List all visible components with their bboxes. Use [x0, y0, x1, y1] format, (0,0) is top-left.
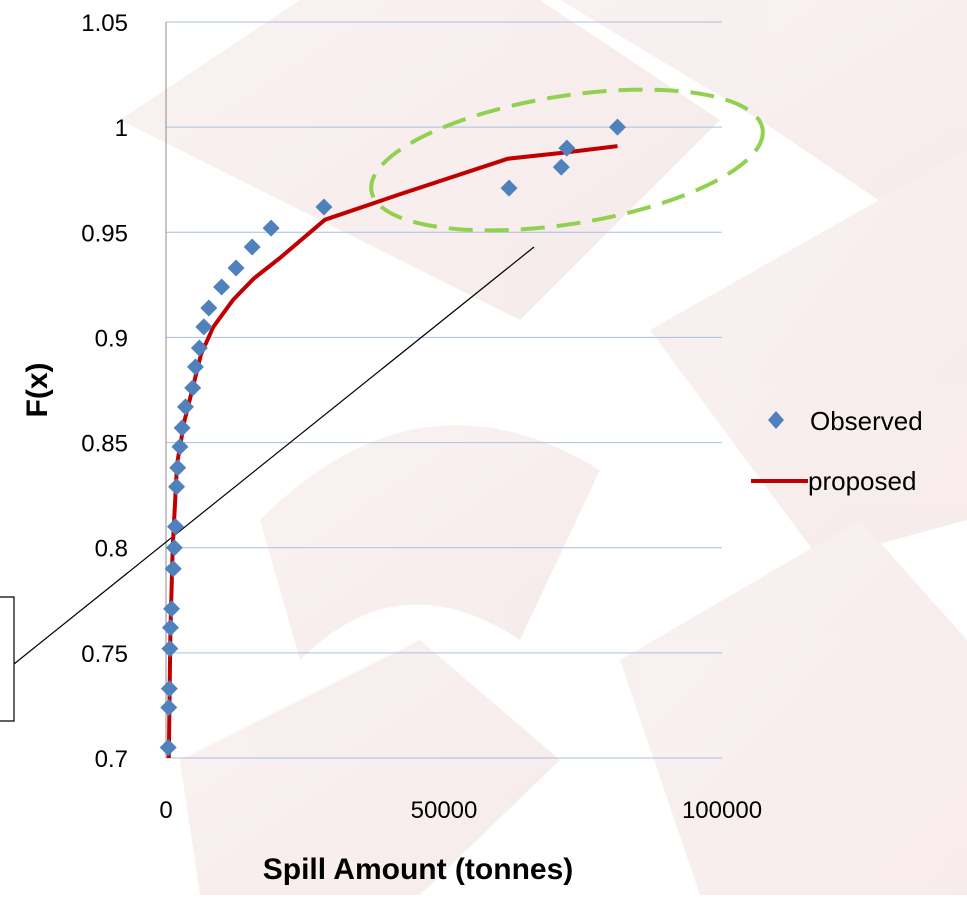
annotation-leader-line [13, 246, 535, 665]
proposed-curve [166, 144, 618, 759]
observed-point-27 [608, 118, 626, 136]
y-tick-label: 0.85 [81, 431, 128, 458]
y-tick-label: 0.95 [81, 220, 128, 247]
observed-point-11 [171, 438, 189, 456]
observed-point-8 [166, 518, 184, 536]
y-tick-label: 0.8 [95, 536, 128, 563]
observed-point-17 [195, 318, 213, 336]
legend-label-proposed: proposed [808, 466, 916, 496]
observed-point-19 [213, 278, 231, 296]
y-tick-label: 0.75 [81, 641, 128, 668]
y-tick-label: 0.9 [95, 325, 128, 352]
annotation-callout-box [0, 596, 15, 722]
observed-point-21 [243, 238, 261, 256]
observed-point-6 [164, 560, 182, 578]
observed-point-1 [160, 699, 178, 717]
legend: Observed proposed [751, 406, 923, 496]
y-tick-labels: 0.7 0.75 0.8 0.85 0.9 0.95 1 1.05 [81, 10, 128, 773]
observed-point-25 [552, 158, 570, 176]
y-tick-label: 0.7 [95, 746, 128, 773]
horizontal-gridlines [166, 21, 722, 759]
legend-item-proposed: proposed [751, 466, 916, 496]
legend-diamond-marker [768, 411, 784, 429]
observed-point-12 [173, 419, 191, 437]
observed-point-10 [169, 459, 187, 477]
x-tick-labels: 0 50000 100000 [159, 797, 762, 824]
legend-label-observed: Observed [810, 406, 923, 436]
observed-point-23 [315, 198, 333, 216]
observed-point-18 [200, 299, 218, 317]
background-watermark [120, 0, 967, 895]
x-tick-label: 0 [159, 797, 172, 824]
observed-point-14 [184, 379, 202, 397]
observed-point-20 [227, 259, 245, 277]
observed-point-26 [558, 139, 576, 157]
observed-point-2 [160, 680, 178, 698]
x-tick-label: 50000 [411, 797, 478, 824]
y-tick-label: 1.05 [81, 10, 128, 37]
observed-point-5 [163, 600, 181, 618]
x-axis-label: Spill Amount (tonnes) [263, 853, 574, 886]
observed-point-13 [176, 398, 194, 416]
y-tick-label: 1 [115, 115, 128, 142]
highlight-dashed-ellipse [369, 87, 765, 233]
observed-point-15 [186, 358, 204, 376]
y-axis-label: F(x) [21, 363, 54, 418]
observed-point-4 [161, 619, 179, 637]
observed-point-9 [168, 478, 186, 496]
x-tick-label: 100000 [682, 797, 762, 824]
observed-point-16 [190, 339, 208, 357]
legend-item-observed: Observed [768, 406, 923, 436]
observed-point-0 [159, 738, 177, 756]
observed-point-3 [161, 640, 179, 658]
observed-point-22 [262, 219, 280, 237]
observed-point-7 [165, 539, 183, 557]
series-layer [159, 118, 626, 759]
observed-point-24 [500, 179, 518, 197]
